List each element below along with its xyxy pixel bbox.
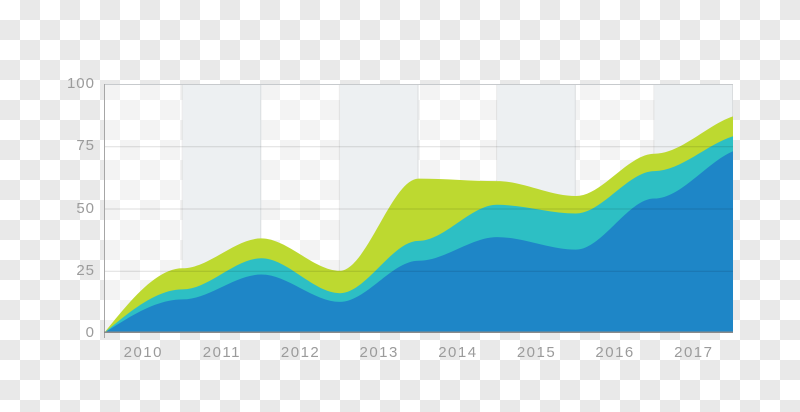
x-tick-label-2015: 2015 bbox=[516, 344, 557, 361]
x-tick-label-2014: 2014 bbox=[438, 344, 478, 361]
y-tick-label-50: 50 bbox=[76, 199, 95, 217]
y-axis-labels: 100 75 50 25 0 bbox=[0, 75, 95, 341]
y-tick-label-0: 0 bbox=[85, 324, 95, 341]
x-tick-label-2013: 2013 bbox=[359, 344, 399, 361]
x-tick-label-2016: 2016 bbox=[595, 344, 635, 361]
x-axis-labels: 2010 2011 2012 2013 2014 2015 2016 2017 bbox=[104, 333, 733, 373]
x-tick-label-2017: 2017 bbox=[674, 344, 714, 361]
x-tick-label-2012: 2012 bbox=[280, 344, 321, 361]
y-tick-label-100: 100 bbox=[66, 75, 95, 92]
chart-plot-area bbox=[104, 84, 733, 338]
y-tick-label-75: 75 bbox=[76, 137, 95, 155]
x-tick-label-2010: 2010 bbox=[123, 344, 163, 361]
stacked-area-chart bbox=[104, 84, 733, 338]
area-series-blue bbox=[104, 151, 733, 333]
y-tick-label-25: 25 bbox=[76, 261, 95, 279]
x-tick-label-2011: 2011 bbox=[202, 344, 242, 361]
